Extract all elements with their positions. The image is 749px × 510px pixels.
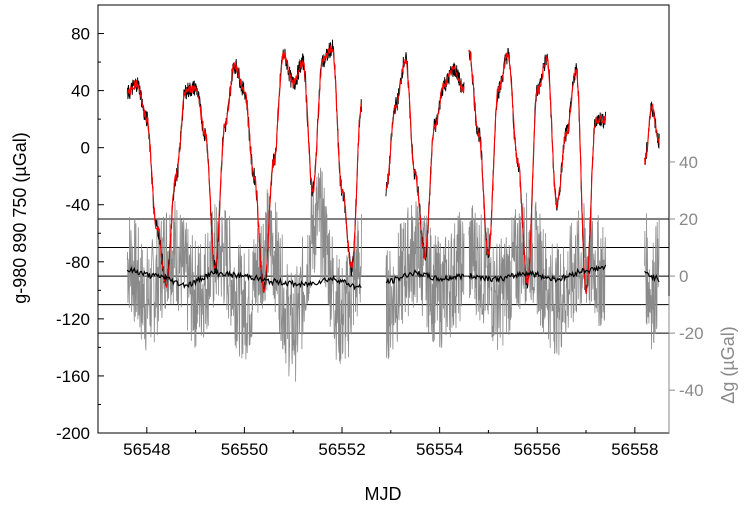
x-tick-label: 56550 [221, 440, 268, 459]
observed-layer [126, 39, 660, 293]
y-axis-right: 40 20 0 -20 -40 [669, 153, 704, 400]
x-tick-label: 56554 [416, 440, 463, 459]
residual-mean-line [644, 270, 660, 283]
residual-mean-line [126, 266, 362, 291]
model-line [126, 45, 363, 293]
y2-tick-label: -20 [679, 324, 704, 343]
y-tick-label: 40 [71, 82, 90, 101]
y-tick-label: -160 [56, 367, 90, 386]
y-tick-label: 80 [71, 25, 90, 44]
y2-axis-label: Δg (µGal) [718, 326, 738, 403]
model-line [468, 49, 607, 294]
y-tick-label: -200 [56, 424, 90, 443]
y-tick-label: -40 [65, 196, 90, 215]
x-axis-label: MJD [365, 484, 402, 504]
x-tick-label: 56556 [514, 440, 561, 459]
residual-mean-line [468, 264, 607, 284]
y2-tick-label: 0 [679, 267, 688, 286]
residual-line [468, 192, 606, 356]
x-tick-label: 56552 [318, 440, 365, 459]
y2-tick-label: 40 [679, 153, 698, 172]
y2-tick-label: 20 [679, 210, 698, 229]
y-tick-label: 0 [81, 139, 90, 158]
x-tick-label: 56548 [123, 440, 170, 459]
y-axis-left: 80 40 0 -40 -80 -120 -160 -200 [56, 25, 104, 443]
x-tick-label: 56558 [611, 440, 658, 459]
residual-mean-layer [126, 264, 660, 291]
model-layer [126, 45, 660, 294]
y-tick-label: -120 [56, 310, 90, 329]
y-axis-label: g-980 890 750 (µGal) [10, 132, 30, 303]
x-axis: 56548 56550 56552 56554 56556 56558 [97, 427, 658, 459]
y2-tick-label: -40 [679, 381, 704, 400]
y-tick-label: -80 [65, 253, 90, 272]
residual-line [126, 167, 362, 382]
residual-line [644, 213, 660, 350]
residual-line [385, 201, 465, 360]
model-line [385, 58, 465, 261]
residual-mean-line [385, 269, 465, 285]
model-line [644, 103, 660, 166]
